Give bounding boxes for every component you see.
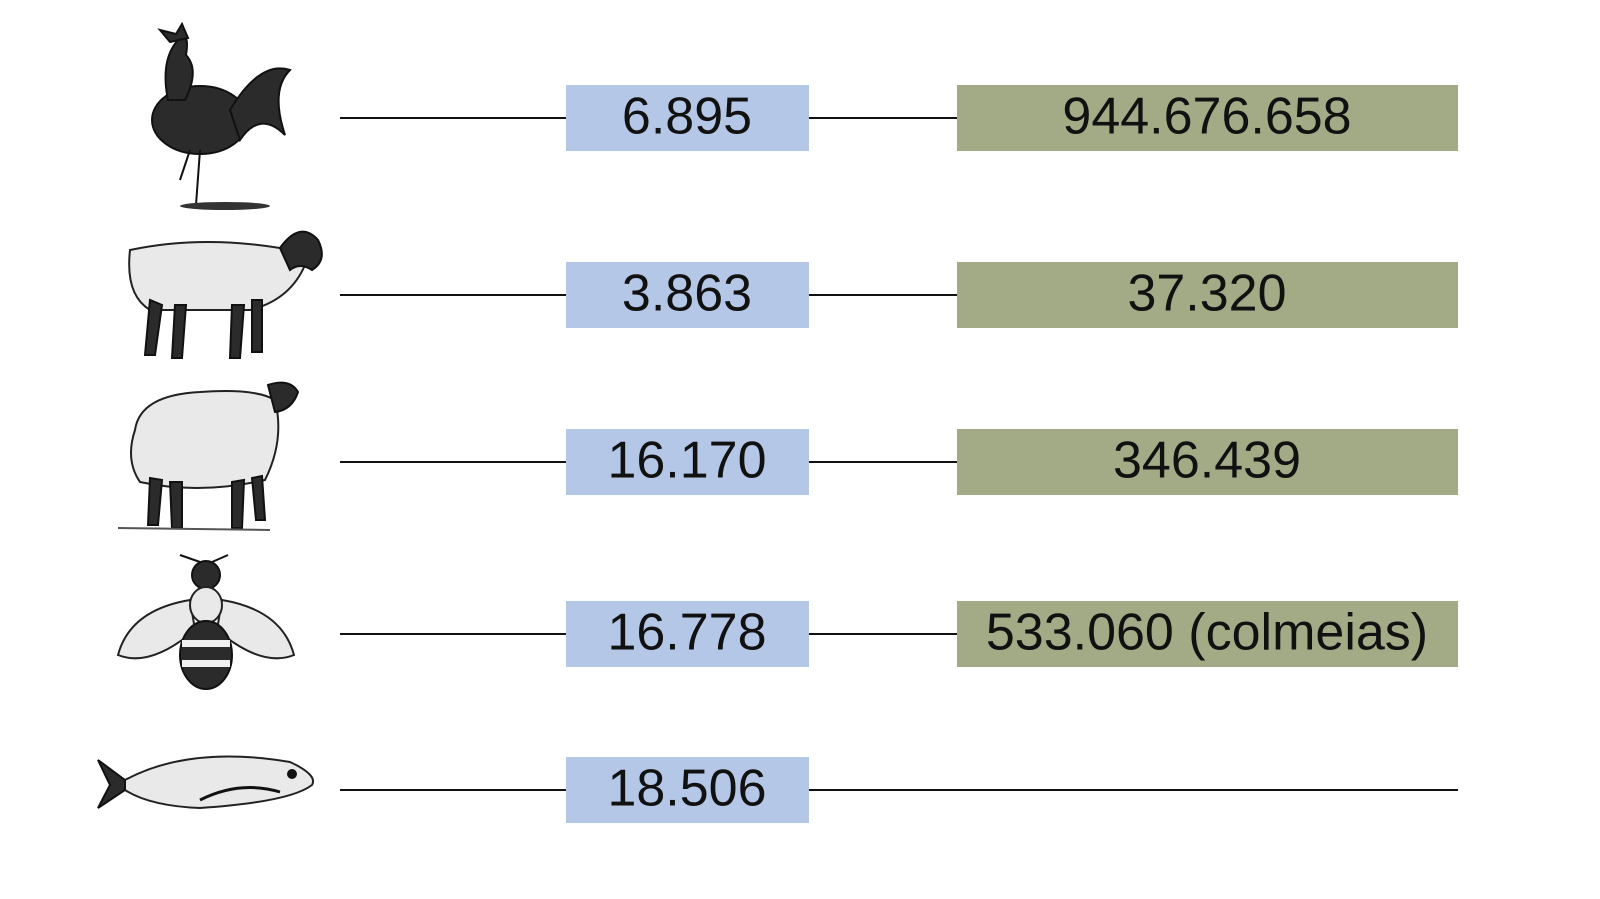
right-value: 533.060 (colmeias) xyxy=(986,604,1428,662)
left-value: 16.170 xyxy=(607,432,766,490)
left-value: 18.506 xyxy=(607,760,766,818)
right-value: 346.439 xyxy=(1113,432,1301,490)
right-value: 944.676.658 xyxy=(1062,88,1351,146)
goat-icon xyxy=(128,230,323,359)
left-value: 16.778 xyxy=(607,604,766,662)
left-value-box xyxy=(566,429,809,495)
left-value-box xyxy=(566,757,809,823)
right-value-box xyxy=(957,429,1458,495)
right-value-box xyxy=(957,85,1458,151)
left-value: 6.895 xyxy=(622,88,752,146)
left-value-box xyxy=(566,601,809,667)
left-value: 3.863 xyxy=(622,265,752,323)
left-value-box xyxy=(566,85,809,151)
rooster-icon xyxy=(151,21,292,210)
fish-icon xyxy=(97,755,314,810)
bee-icon xyxy=(116,554,296,690)
right-value-box xyxy=(957,262,1458,328)
right-value: 37.320 xyxy=(1127,265,1286,323)
sheep-icon xyxy=(117,381,300,531)
left-value-box xyxy=(566,262,809,328)
right-value-box xyxy=(957,601,1458,667)
